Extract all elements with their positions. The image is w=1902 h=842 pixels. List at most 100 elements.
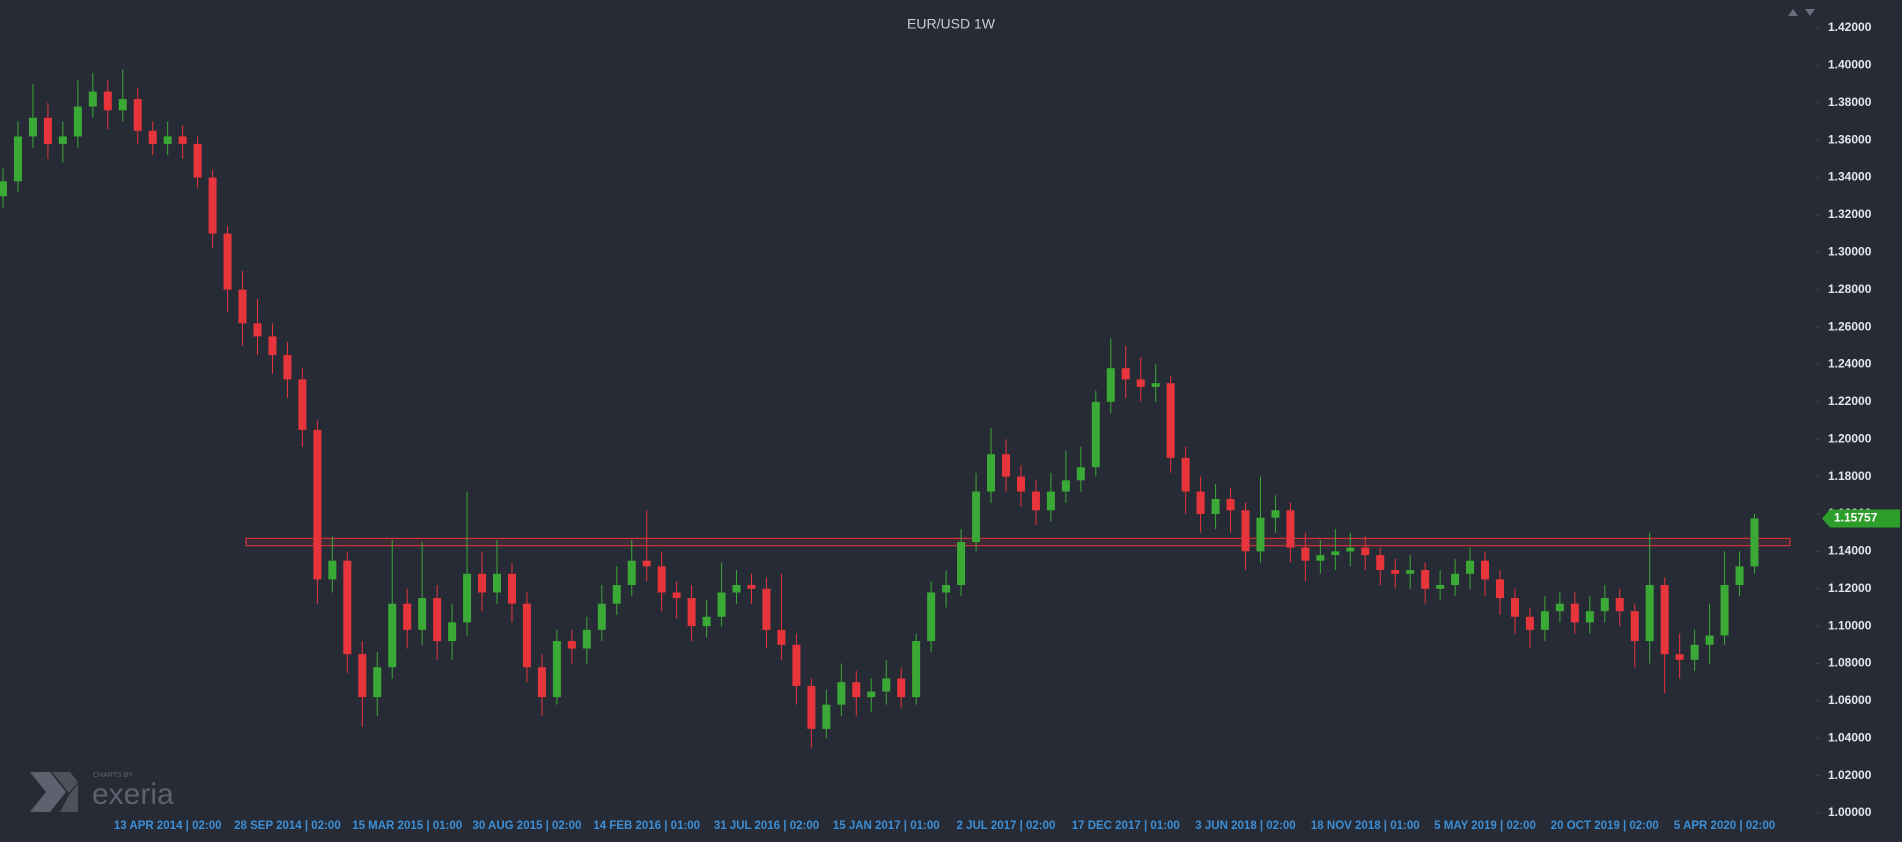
candle-body <box>493 573 502 593</box>
candle-body <box>627 560 636 586</box>
candle-body <box>313 429 322 580</box>
x-tick-label: 28 SEP 2014 | 02:00 <box>234 820 341 832</box>
x-tick-label: 15 JAN 2017 | 01:00 <box>833 820 940 832</box>
candle-body <box>193 143 202 178</box>
candle-body <box>343 560 352 655</box>
candle-body <box>1031 491 1040 511</box>
candle-body <box>792 644 801 686</box>
candle-body <box>1001 454 1010 477</box>
candle-body <box>702 616 711 627</box>
candle-body <box>1106 368 1115 402</box>
candle-body <box>642 560 651 567</box>
candle-body <box>1451 573 1460 586</box>
candle-body <box>478 573 487 593</box>
x-tick-label: 14 FEB 2016 | 01:00 <box>593 820 700 832</box>
logo-name: exeria <box>92 778 174 811</box>
candle-body <box>582 629 591 649</box>
candle-body <box>1406 570 1415 574</box>
candle-body <box>1316 555 1325 561</box>
candle-body <box>1091 401 1100 468</box>
candle-body <box>852 682 861 698</box>
candle-body <box>1750 518 1759 567</box>
x-tick-label: 15 MAR 2015 | 01:00 <box>352 820 462 832</box>
x-tick-label: 5 APR 2020 | 02:00 <box>1674 820 1775 832</box>
plot: 1.00000 1.02000 1.04000 1.06000 1.08000 1.100… <box>0 20 1900 832</box>
y-tick-label: 1.40000 <box>1828 58 1872 72</box>
candle-body <box>268 336 277 356</box>
last-price-tag <box>1822 509 1900 528</box>
candle-body <box>433 598 442 642</box>
candle-body <box>957 542 966 586</box>
candle-body <box>1196 491 1205 514</box>
candle-body <box>1271 510 1280 518</box>
candle-body <box>1331 551 1340 556</box>
candle-body <box>552 641 561 698</box>
candle-body <box>1705 635 1714 645</box>
scroll-up-icon[interactable] <box>1788 9 1798 16</box>
x-tick-label: 5 MAY 2019 | 02:00 <box>1434 820 1536 832</box>
candle-body <box>747 585 756 589</box>
candle-body <box>58 136 67 144</box>
candle-body <box>1076 467 1085 481</box>
candle-body <box>133 99 142 131</box>
candle-body <box>13 136 22 182</box>
candle-body <box>1136 379 1145 387</box>
candle-body <box>1481 560 1490 580</box>
candle-body <box>1211 499 1220 514</box>
y-tick-label: 1.14000 <box>1828 544 1872 558</box>
y-tick-label: 1.30000 <box>1828 244 1872 258</box>
candle-body <box>837 682 846 705</box>
candle-body <box>672 592 681 599</box>
candle-body <box>148 130 157 144</box>
y-tick-label: 1.38000 <box>1828 95 1872 109</box>
y-tick-label: 1.06000 <box>1828 693 1872 707</box>
y-tick-label: 1.42000 <box>1828 20 1872 34</box>
candle-body <box>1286 510 1295 548</box>
candle-body <box>777 629 786 645</box>
candle-body <box>1016 476 1025 492</box>
y-tick-label: 1.18000 <box>1828 469 1872 483</box>
x-tick-label: 17 DEC 2017 | 01:00 <box>1072 820 1180 832</box>
candle-body <box>717 592 726 617</box>
candle-body <box>1421 570 1430 589</box>
logo-mark <box>30 772 66 812</box>
candle-body <box>358 654 367 698</box>
y-tick-label: 1.12000 <box>1828 581 1872 595</box>
candle-body <box>448 622 457 642</box>
chart-title: EUR/USD 1W <box>907 16 996 32</box>
candle-body <box>208 177 217 234</box>
y-tick-label: 1.22000 <box>1828 394 1872 408</box>
candle-body <box>882 678 891 692</box>
candle-body <box>1675 654 1684 660</box>
scroll-down-icon[interactable] <box>1805 9 1815 16</box>
candle-body <box>373 667 382 698</box>
candle-body <box>1226 499 1235 511</box>
candle-body <box>1496 579 1504 599</box>
candle-body <box>1615 598 1624 612</box>
y-tick-label: 1.20000 <box>1828 431 1872 445</box>
candle-body <box>1555 603 1564 612</box>
candle-body <box>1046 491 1055 511</box>
candle-body <box>1166 383 1175 458</box>
candle-body <box>103 91 112 111</box>
candle-body <box>1690 644 1699 660</box>
candle-body <box>1540 611 1549 630</box>
x-tick-label: 30 AUG 2015 | 02:00 <box>472 820 581 832</box>
candle-body <box>1121 368 1130 380</box>
candle-body <box>897 678 906 698</box>
candle-body <box>867 691 876 698</box>
candle-body <box>927 592 936 642</box>
candle-body <box>537 667 546 698</box>
candle-body <box>1436 585 1445 589</box>
logo-mark <box>52 772 78 812</box>
y-tick-label: 1.10000 <box>1828 618 1872 632</box>
candle-body <box>298 379 307 430</box>
y-tick-label: 1.04000 <box>1828 730 1872 744</box>
candle-body <box>73 106 82 137</box>
candle-body <box>0 181 7 197</box>
candle-body <box>88 91 97 107</box>
candle-body <box>1585 611 1594 623</box>
candle-body <box>223 233 232 290</box>
